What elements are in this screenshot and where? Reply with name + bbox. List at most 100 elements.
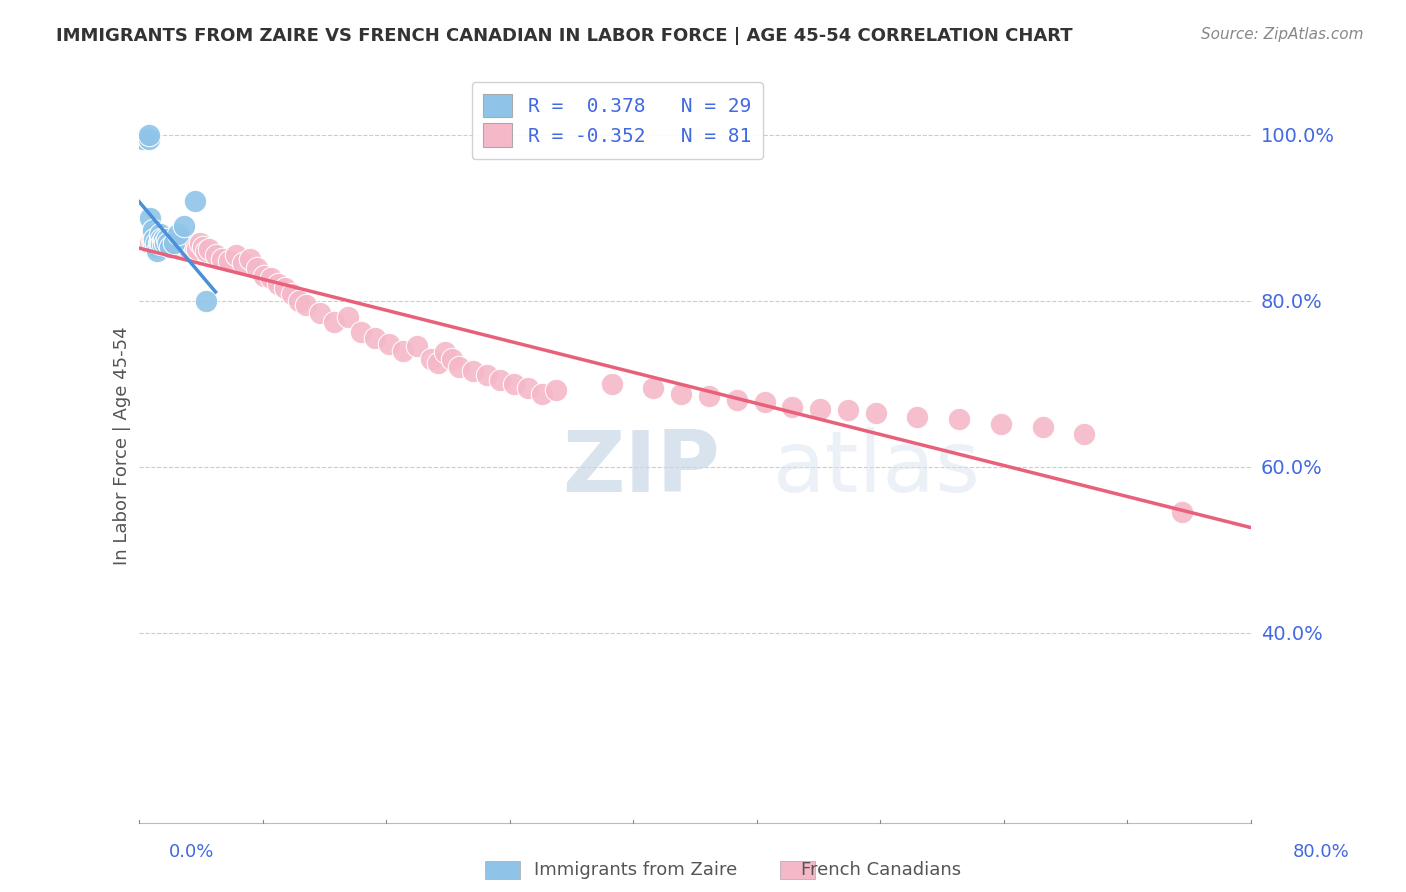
Point xyxy=(295,298,318,312)
Point xyxy=(165,235,187,250)
Point xyxy=(725,393,748,408)
Point xyxy=(531,386,554,401)
Point xyxy=(156,231,179,245)
Point xyxy=(149,235,172,250)
Point xyxy=(149,235,172,250)
Point xyxy=(364,331,387,345)
Point xyxy=(155,234,177,248)
Text: Source: ZipAtlas.com: Source: ZipAtlas.com xyxy=(1201,27,1364,42)
Point xyxy=(322,314,344,328)
Point xyxy=(146,244,169,258)
Point xyxy=(132,132,155,146)
Point xyxy=(336,310,359,325)
Point xyxy=(350,326,373,340)
Point xyxy=(139,235,162,250)
Point xyxy=(148,231,170,245)
Point xyxy=(180,237,202,252)
Point xyxy=(232,256,254,270)
Point xyxy=(517,381,540,395)
Point xyxy=(159,240,181,254)
Point xyxy=(461,364,484,378)
Point xyxy=(907,409,929,424)
Legend: R =  0.378   N = 29, R = -0.352   N = 81: R = 0.378 N = 29, R = -0.352 N = 81 xyxy=(471,82,763,159)
Point xyxy=(211,252,233,267)
Point xyxy=(142,223,165,237)
Point xyxy=(173,240,195,254)
Point xyxy=(194,293,217,308)
Point xyxy=(503,376,526,391)
Point xyxy=(260,270,283,285)
Point xyxy=(138,132,160,146)
Point xyxy=(406,339,429,353)
Point xyxy=(281,287,304,301)
Point xyxy=(149,227,172,242)
Point xyxy=(191,240,214,254)
Point xyxy=(153,231,176,245)
Point xyxy=(176,235,198,250)
Point xyxy=(697,389,720,403)
Point xyxy=(194,244,217,258)
Point xyxy=(163,235,186,250)
Point xyxy=(157,240,180,254)
Point xyxy=(138,128,160,142)
Point xyxy=(152,237,174,252)
Point xyxy=(143,231,166,245)
Text: 80.0%: 80.0% xyxy=(1294,843,1350,861)
Point xyxy=(145,235,167,250)
Point xyxy=(141,231,163,245)
Point xyxy=(197,243,219,257)
Point xyxy=(152,234,174,248)
Point xyxy=(1170,505,1192,519)
Point xyxy=(475,368,498,383)
Y-axis label: In Labor Force | Age 45-54: In Labor Force | Age 45-54 xyxy=(114,326,131,566)
Point xyxy=(288,293,311,308)
Point xyxy=(152,240,174,254)
Point xyxy=(440,351,463,366)
Point xyxy=(148,235,170,250)
Point xyxy=(150,231,173,245)
Point xyxy=(600,376,623,391)
Point xyxy=(865,406,887,420)
Point xyxy=(142,227,165,242)
Point xyxy=(990,417,1012,431)
Point xyxy=(420,351,443,366)
Point xyxy=(218,254,240,268)
Point xyxy=(253,268,276,283)
Text: ZIP: ZIP xyxy=(561,427,720,510)
Point xyxy=(143,235,166,250)
Point xyxy=(173,219,195,234)
Point xyxy=(188,235,211,250)
Point xyxy=(204,248,226,262)
Point xyxy=(162,240,184,254)
Point xyxy=(643,381,665,395)
Point xyxy=(544,384,567,398)
Point xyxy=(669,386,692,401)
Point xyxy=(754,395,776,409)
Point xyxy=(145,235,167,250)
Text: atlas: atlas xyxy=(773,427,981,510)
Point xyxy=(159,235,181,250)
Point xyxy=(167,227,190,242)
Point xyxy=(142,235,165,250)
Point xyxy=(146,240,169,254)
Point xyxy=(1031,420,1053,434)
Point xyxy=(837,403,859,417)
Point xyxy=(142,227,165,242)
Point xyxy=(378,337,401,351)
Point xyxy=(267,277,290,292)
Point xyxy=(145,240,167,254)
Text: IMMIGRANTS FROM ZAIRE VS FRENCH CANADIAN IN LABOR FORCE | AGE 45-54 CORRELATION : IMMIGRANTS FROM ZAIRE VS FRENCH CANADIAN… xyxy=(56,27,1073,45)
Point xyxy=(489,373,512,387)
Point xyxy=(225,248,247,262)
Point xyxy=(433,345,456,359)
Point xyxy=(183,240,205,254)
Point xyxy=(948,411,970,425)
Point xyxy=(179,243,201,257)
Point xyxy=(170,231,193,245)
Point xyxy=(153,237,176,252)
Point xyxy=(186,243,208,257)
Point xyxy=(167,235,190,250)
Point xyxy=(447,360,470,375)
Point xyxy=(426,356,449,370)
Point xyxy=(150,237,173,252)
